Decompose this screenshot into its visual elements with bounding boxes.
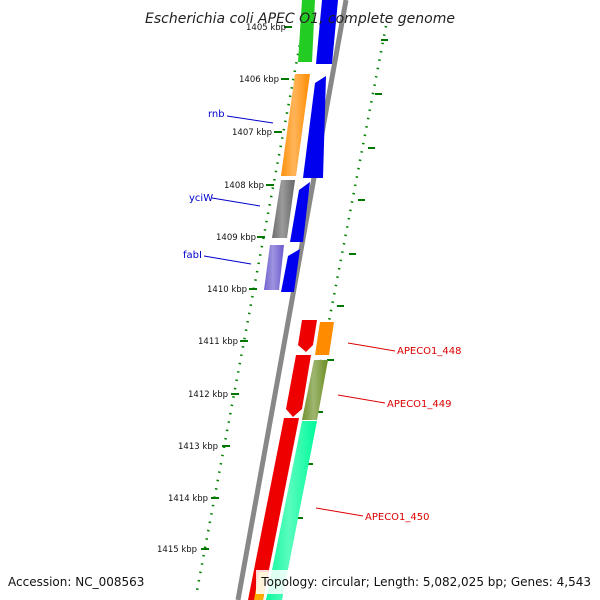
apeco1-450-label[interactable]: APECO1_450 [365,512,430,523]
tick-label: 1410 kbp [207,285,247,295]
gene-blue-4[interactable] [281,249,300,292]
tick-label: 1408 kbp [224,181,264,191]
tick-label: 1415 kbp [157,545,197,555]
outer-dotted-ring [274,25,388,597]
apeco1-448-label[interactable]: APECO1_448 [397,346,462,357]
rnb-leader-line [226,115,274,124]
fabI-leader-line [203,255,252,265]
tick-label: 1409 kbp [216,233,256,243]
footer-backdrop [256,570,600,594]
tick-label: 1412 kbp [188,390,228,400]
gene-blue-3[interactable] [290,182,310,242]
gene-red-3[interactable] [248,418,299,600]
inner-ring-dashes [201,26,292,550]
tick-label: 1413 kbp [178,442,218,452]
tick-label: 1405 kbp [246,23,286,33]
tick-label: 1411 kbp [198,337,238,347]
gene-apeco1-448[interactable] [315,322,334,355]
map-title: Escherichia coli APEC O1, complete genom… [145,11,455,27]
apeco1-449-label[interactable]: APECO1_449 [387,399,452,410]
tick-labels: 1405 kbp 1406 kbp 1407 kbp 1408 kbp 1409… [157,23,286,555]
apeco1-450-leader-line [315,507,364,517]
left-gene-labels: rnb yciW fabI [183,109,274,265]
tick-label: 1414 kbp [168,494,208,504]
gene-red-1[interactable] [298,320,317,352]
apeco1-449-leader-line [337,394,386,404]
tick-label: 1407 kbp [232,128,272,138]
tick-label: 1406 kbp [239,75,279,85]
gene-highlights [264,74,328,600]
apeco1-448-leader-line [347,342,396,352]
gene-green-top [298,0,315,62]
yciW-label[interactable]: yciW [189,193,213,204]
genome-backbone [235,0,349,600]
gene-blue-top [316,0,338,64]
rnb-label[interactable]: rnb [208,109,225,120]
right-gene-labels: APECO1_448 APECO1_449 APECO1_450 [315,342,462,523]
gene-red-2[interactable] [286,355,311,417]
fabI-label[interactable]: fabI [183,250,202,261]
yciW-leader-line [211,197,261,207]
topology-text: Topology: circular; Length: 5,082,025 bp… [260,575,591,589]
gene-blue-2[interactable] [303,76,326,178]
accession-text: Accession: NC_008563 [8,575,144,589]
